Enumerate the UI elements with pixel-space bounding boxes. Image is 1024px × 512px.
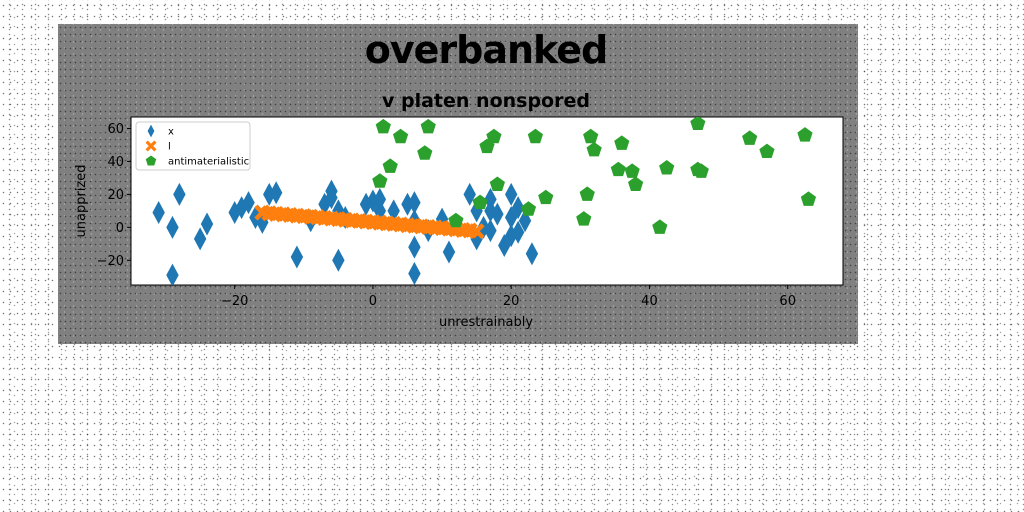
data-point bbox=[392, 128, 409, 144]
legend-label: antimaterialistic bbox=[168, 157, 249, 168]
y-tick-label: −20 bbox=[97, 254, 124, 269]
data-point bbox=[408, 261, 421, 285]
y-tick-label: 0 bbox=[116, 221, 124, 236]
data-point bbox=[382, 158, 398, 173]
x-tick-label: 20 bbox=[503, 294, 520, 309]
data-point bbox=[468, 223, 485, 240]
data-point bbox=[193, 227, 207, 251]
data-point bbox=[525, 242, 539, 266]
data-point bbox=[472, 194, 488, 210]
data-point bbox=[420, 118, 436, 134]
data-point bbox=[511, 196, 525, 220]
data-point bbox=[484, 219, 497, 243]
data-point bbox=[152, 201, 165, 225]
data-point bbox=[797, 127, 813, 142]
data-point bbox=[325, 179, 338, 203]
data-point bbox=[579, 186, 595, 201]
data-point bbox=[408, 235, 421, 259]
data-point bbox=[520, 201, 537, 216]
data-point bbox=[448, 212, 464, 228]
data-point bbox=[586, 141, 602, 157]
series-2 bbox=[372, 117, 817, 234]
data-point bbox=[166, 215, 179, 239]
data-point bbox=[624, 163, 640, 178]
data-point bbox=[628, 176, 644, 191]
data-point bbox=[576, 211, 592, 226]
data-point bbox=[290, 245, 304, 269]
data-point bbox=[690, 117, 706, 131]
legend-label: x bbox=[168, 127, 174, 138]
data-point bbox=[489, 176, 505, 191]
data-point bbox=[610, 161, 626, 177]
x-tick-label: 0 bbox=[369, 294, 377, 309]
axes-title: v platen nonspored bbox=[382, 90, 590, 112]
data-point bbox=[408, 191, 421, 215]
y-axis-label: unapprized bbox=[74, 165, 89, 238]
data-point bbox=[372, 173, 388, 188]
data-point bbox=[527, 128, 543, 144]
data-point bbox=[417, 145, 433, 160]
figure-background: overbanked v platen nonspored −20 0 20 40 60… bbox=[58, 24, 858, 344]
data-point bbox=[373, 187, 387, 211]
data-point bbox=[511, 220, 525, 244]
data-point bbox=[583, 128, 599, 144]
data-point bbox=[491, 202, 504, 226]
data-point bbox=[375, 118, 391, 134]
y-tick-label: 20 bbox=[107, 188, 124, 203]
legend-marker bbox=[145, 140, 157, 152]
data-point bbox=[166, 263, 179, 285]
x-tick-label: 40 bbox=[641, 294, 658, 309]
data-point bbox=[173, 182, 186, 206]
data-point bbox=[538, 189, 554, 205]
data-point bbox=[200, 212, 214, 236]
series-1 bbox=[254, 204, 485, 240]
data-point bbox=[242, 191, 255, 215]
x-tick-label: −20 bbox=[221, 294, 248, 309]
y-tick-label: 40 bbox=[107, 155, 124, 170]
legend-marker bbox=[145, 155, 157, 166]
data-point bbox=[269, 181, 283, 205]
data-point bbox=[484, 187, 497, 211]
figure-suptitle: overbanked bbox=[365, 28, 608, 72]
data-point bbox=[659, 160, 675, 175]
data-point bbox=[693, 163, 709, 178]
data-point bbox=[652, 219, 668, 234]
data-point bbox=[800, 191, 817, 206]
data-point bbox=[518, 209, 532, 233]
scatter-chart: overbanked v platen nonspored −20 0 20 40 60… bbox=[74, 28, 844, 330]
legend: xl antimaterialistic bbox=[135, 121, 251, 171]
legend-box bbox=[135, 121, 251, 171]
legend-label: l bbox=[168, 142, 171, 153]
data-point bbox=[332, 248, 345, 272]
data-point bbox=[442, 240, 456, 264]
x-tick-label: 60 bbox=[779, 294, 796, 309]
y-tick-label: 60 bbox=[107, 122, 124, 137]
data-point bbox=[486, 128, 502, 144]
x-axis-label: unrestrainably bbox=[439, 315, 533, 330]
data-point bbox=[759, 143, 775, 159]
data-point bbox=[614, 135, 630, 150]
axis-ticks: −20 0 20 40 60 −20 0 20 40 60 bbox=[97, 122, 796, 309]
data-point bbox=[742, 130, 758, 145]
